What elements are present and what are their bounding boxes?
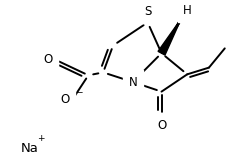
Text: O: O — [60, 93, 70, 106]
Text: −: − — [75, 88, 82, 96]
Text: H: H — [183, 4, 192, 17]
Polygon shape — [158, 19, 181, 55]
Text: +: + — [37, 134, 44, 143]
Text: O: O — [157, 119, 166, 132]
Text: S: S — [144, 5, 151, 18]
Text: N: N — [129, 75, 137, 89]
Text: Na: Na — [21, 142, 39, 155]
Text: O: O — [43, 53, 53, 66]
